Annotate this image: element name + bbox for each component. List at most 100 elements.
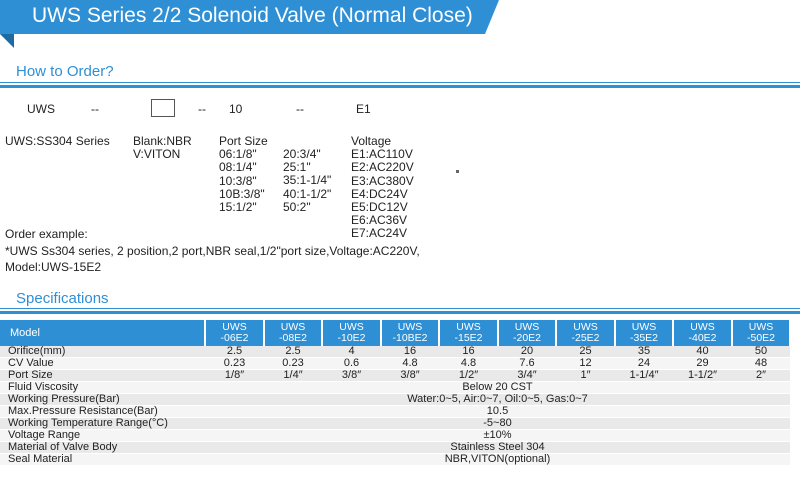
voltage-option: E5:DC12V bbox=[351, 200, 408, 215]
row-span-value: Stainless Steel 304 bbox=[205, 441, 790, 454]
model-name-top: UWS bbox=[280, 321, 306, 333]
port-size-option: 50:2" bbox=[283, 199, 311, 214]
port-size-options-right: 20:3/4" 25:1" 35:1-1/4" 40:1-1/2" 50:2" bbox=[283, 147, 332, 214]
model-name-suffix: -15E2 bbox=[454, 332, 483, 344]
model-header-cell: UWS -08E2 bbox=[264, 320, 323, 346]
seal-option: Blank:NBR bbox=[133, 134, 192, 148]
voltage-label: Voltage bbox=[351, 134, 392, 148]
table-row: Seal Material NBR,VITON(optional) bbox=[0, 453, 790, 466]
voltage-options: Voltage E1:AC110V E2:AC220V E3:AC380V E4… bbox=[351, 134, 414, 241]
order-example-model: Model:UWS-15E2 bbox=[5, 260, 102, 274]
model-header-cell: UWS -25E2 bbox=[556, 320, 616, 346]
row-value: 25 bbox=[556, 346, 615, 358]
seal-options: Blank:NBR V:VITON bbox=[133, 134, 192, 162]
table-row: Voltage Range ±10% bbox=[0, 429, 790, 442]
row-value: 0.23 bbox=[205, 357, 264, 370]
voltage-option: E4:DC24V bbox=[351, 186, 408, 201]
row-span-value: NBR,VITON(optional) bbox=[205, 453, 790, 466]
table-row: CV Value 0.23 0.23 0.6 4.8 4.8 7.6 12 24 29 48 bbox=[0, 357, 790, 370]
series-description: UWS:SS304 Series bbox=[5, 134, 110, 148]
model-name-suffix: -25E2 bbox=[571, 332, 600, 344]
row-value: 3/8″ bbox=[322, 369, 381, 382]
code-separator: -- bbox=[198, 102, 206, 116]
row-value: 0.23 bbox=[264, 357, 322, 370]
table-row: Port Size 1/8″ 1/4″ 3/8″ 3/8″ 1/2″ 3/4″ 1″ 1-1/4… bbox=[0, 369, 790, 382]
voltage-option: E2:AC220V bbox=[351, 160, 414, 175]
table-row: Max.Pressure Resistance(Bar) 10.5 bbox=[0, 405, 790, 418]
row-value: 16 bbox=[439, 346, 498, 358]
row-value: 50 bbox=[732, 346, 790, 358]
row-value: 40 bbox=[673, 346, 732, 358]
voltage-option: E3:AC380V bbox=[351, 173, 414, 188]
port-size-option: 35:1-1/4" bbox=[283, 173, 332, 188]
model-header-cell: UWS -20E2 bbox=[498, 320, 557, 346]
table-row: Working Pressure(Bar) Water:0~5, Air:0~7,… bbox=[0, 393, 790, 406]
model-name-top: UWS bbox=[397, 321, 423, 333]
how-to-order-rule-bottom bbox=[0, 85, 800, 88]
model-name-suffix: -35E2 bbox=[629, 332, 659, 344]
row-value: 1/4″ bbox=[264, 369, 322, 382]
how-to-order-rule-top bbox=[0, 82, 800, 83]
port-size-label: Port Size bbox=[219, 134, 268, 148]
row-label: Material of Valve Body bbox=[0, 441, 205, 454]
model-name-suffix: -08E2 bbox=[278, 332, 308, 344]
model-header-cell: UWS -35E2 bbox=[615, 320, 674, 346]
row-label: Orifice(mm) bbox=[0, 346, 205, 358]
table-row: Working Temperature Range(°C) -5~80 bbox=[0, 417, 790, 430]
voltage-option: E7:AC24V bbox=[351, 226, 408, 241]
row-label: Port Size bbox=[0, 369, 205, 382]
title-banner bbox=[0, 0, 485, 34]
model-name-top: UWS bbox=[339, 321, 364, 333]
row-label: Working Temperature Range(°C) bbox=[0, 417, 205, 430]
row-value: 16 bbox=[381, 346, 439, 358]
row-label: Working Pressure(Bar) bbox=[0, 393, 205, 406]
row-label: CV Value bbox=[0, 357, 205, 370]
model-name-suffix: -40E2 bbox=[688, 332, 717, 344]
row-value: 3/8″ bbox=[381, 369, 439, 382]
row-span-value: -5~80 bbox=[205, 417, 790, 430]
title-banner-tail bbox=[485, 0, 499, 34]
model-name-suffix: -10BE2 bbox=[392, 332, 428, 344]
row-value: 35 bbox=[615, 346, 673, 358]
model-name-suffix: -50E2 bbox=[746, 332, 776, 344]
model-header-cell: UWS -50E2 bbox=[732, 320, 791, 346]
port-size-option: 10:3/8" bbox=[219, 173, 257, 188]
code-voltage: E1 bbox=[356, 102, 371, 116]
code-separator: -- bbox=[296, 102, 304, 116]
title-banner-fold bbox=[0, 34, 14, 48]
model-name-top: UWS bbox=[573, 321, 598, 333]
row-value: 29 bbox=[673, 357, 732, 370]
model-name-top: UWS bbox=[690, 321, 715, 333]
table-row: Material of Valve Body Stainless Steel 30… bbox=[0, 441, 790, 454]
seal-option: V:VITON bbox=[133, 147, 181, 162]
row-span-value: Below 20 CST bbox=[205, 381, 790, 394]
row-value: 1″ bbox=[556, 369, 615, 382]
port-size-option: 40:1-1/2" bbox=[283, 186, 332, 201]
row-label: Max.Pressure Resistance(Bar) bbox=[0, 405, 205, 418]
model-name-suffix: -10E2 bbox=[337, 332, 366, 344]
row-value: 48 bbox=[732, 357, 790, 370]
voltage-option: E6:AC36V bbox=[351, 213, 408, 228]
row-value: 1/8″ bbox=[205, 369, 264, 382]
model-name-top: UWS bbox=[222, 321, 247, 333]
port-size-options: Port Size 06:1/8" 08:1/4" 10:3/8" 10B:3/… bbox=[219, 134, 268, 214]
model-name-suffix: -06E2 bbox=[220, 332, 249, 344]
row-value: 2.5 bbox=[264, 346, 322, 358]
model-header-cell: UWS -15E2 bbox=[439, 320, 499, 346]
model-header-cell: UWS -40E2 bbox=[673, 320, 733, 346]
row-value: 1-1/2″ bbox=[673, 369, 732, 382]
row-value: 2″ bbox=[732, 369, 790, 382]
table-header-row: Model UWS -06E2 UWS -08E2 UWS -10E2 UWS -10BE2 U… bbox=[0, 320, 791, 346]
port-size-option: 08:1/4" bbox=[219, 160, 257, 175]
order-example-line: *UWS Ss304 series, 2 position,2 port,NBR… bbox=[5, 244, 420, 258]
specifications-heading: Specifications bbox=[16, 290, 109, 307]
row-label: Seal Material bbox=[0, 453, 205, 466]
model-header-cell: UWS -06E2 bbox=[205, 320, 265, 346]
row-span-value: 10.5 bbox=[205, 405, 790, 418]
code-series: UWS bbox=[27, 102, 55, 116]
row-span-value: ±10% bbox=[205, 429, 790, 442]
order-example-label: Order example: bbox=[5, 227, 88, 241]
specifications-table: Model UWS -06E2 UWS -08E2 UWS -10E2 UWS -10BE2 U… bbox=[0, 320, 791, 466]
stray-dot bbox=[456, 170, 459, 173]
model-header-cell: UWS -10BE2 bbox=[381, 320, 440, 346]
